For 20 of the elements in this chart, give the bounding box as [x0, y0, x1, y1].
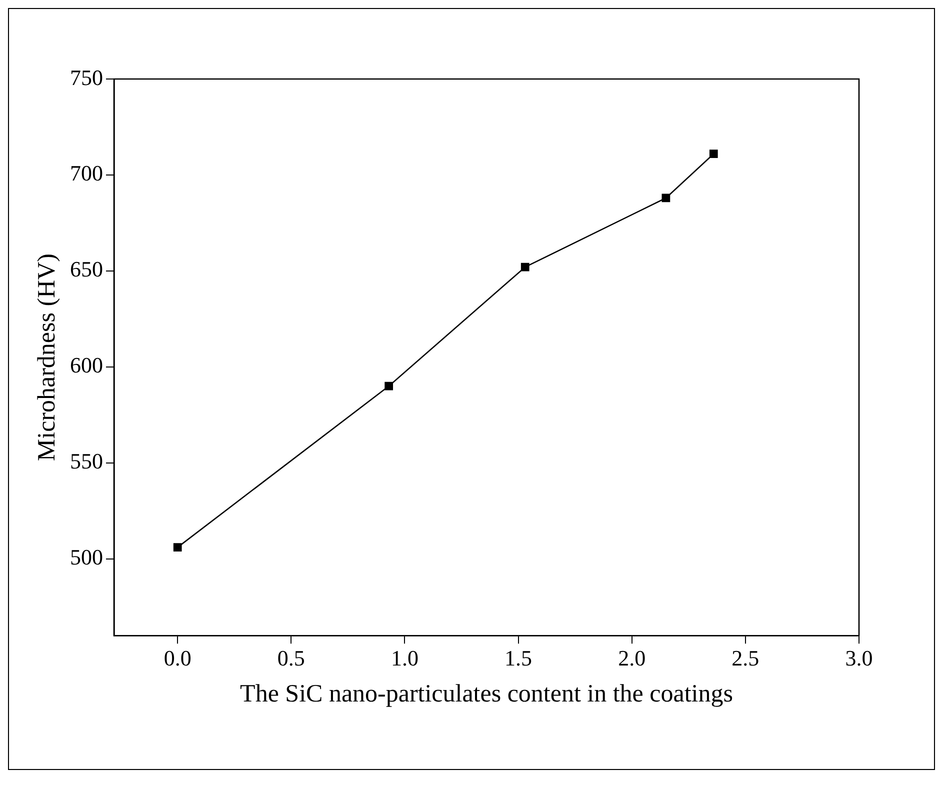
y-tick-label: 550	[70, 448, 103, 474]
x-tick-label: 0.5	[277, 646, 305, 671]
x-tick-label: 0.0	[164, 646, 192, 671]
y-tick-label: 500	[70, 544, 103, 570]
y-axis-title: Microhardness (HV)	[34, 254, 61, 462]
x-tick-label: 2.0	[618, 646, 646, 671]
x-tick-label: 2.5	[732, 646, 760, 671]
point	[520, 262, 530, 272]
x-axis-title: The SiC nano-particulates content in the coatings	[240, 680, 733, 708]
x-tick-label: 1.0	[390, 646, 418, 671]
y-tick-label: 700	[70, 160, 103, 186]
y-tick-label: 650	[70, 256, 103, 282]
point	[173, 543, 182, 552]
y-tick-label: 750	[70, 64, 103, 90]
y-tick-label: 600	[70, 352, 103, 378]
x-tick-label: 1.5	[504, 646, 532, 671]
point	[709, 150, 718, 158]
point	[662, 194, 670, 202]
x-tick-label: 3.0	[845, 646, 873, 671]
point	[384, 382, 394, 390]
